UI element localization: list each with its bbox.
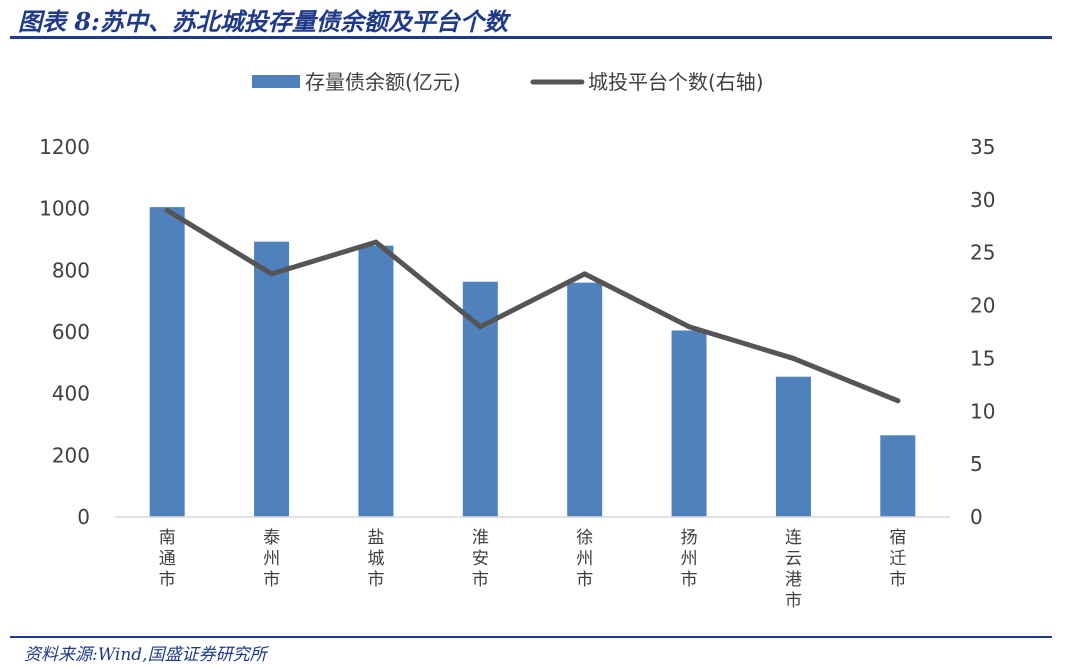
bar [358, 245, 394, 517]
line-point [895, 398, 901, 404]
left-y-axis: 0 200 400 600 800 1000 1200 [39, 135, 90, 529]
legend-line-label: 城投平台个数(右轴) [588, 70, 764, 94]
category-label: 扬州市 [681, 528, 698, 590]
right-tick-label: 35 [970, 135, 995, 159]
category-label: 徐州市 [576, 528, 593, 590]
right-tick-label: 5 [970, 452, 983, 476]
category-labels: 南通市 泰州市 盐城市 淮安市 徐州市 扬州市 连云港市 宿迁市 [159, 528, 907, 611]
line-point [790, 355, 796, 361]
line-point [269, 271, 275, 277]
source-note: 资料来源:Wind,国盛证券研究所 [24, 645, 267, 665]
bar-series [149, 207, 916, 518]
line-point [373, 239, 379, 245]
left-tick-label: 600 [52, 320, 90, 344]
right-tick-label: 30 [970, 188, 995, 212]
right-tick-label: 15 [970, 346, 995, 370]
line-series [164, 207, 901, 404]
platform-count-line [164, 207, 901, 404]
right-tick-label: 10 [970, 399, 995, 423]
line-point [582, 271, 588, 277]
left-tick-label: 800 [52, 258, 90, 282]
source-rule [10, 636, 1052, 638]
left-tick-label: 1200 [39, 135, 90, 159]
bar [149, 207, 185, 517]
left-tick-label: 200 [52, 443, 90, 467]
bar [775, 376, 811, 517]
legend-bar-swatch [252, 75, 300, 88]
bar [880, 435, 916, 517]
legend-bar-label: 存量债余额(亿元) [305, 70, 461, 94]
right-y-axis: 0 5 10 15 20 25 30 35 [970, 135, 995, 529]
left-tick-label: 1000 [39, 197, 90, 221]
figure-title: 图表 8:苏中、苏北城投存量债余额及平台个数 [18, 7, 508, 36]
category-label: 泰州市 [263, 528, 280, 590]
category-label: 连云港市 [785, 528, 802, 611]
category-label: 宿迁市 [889, 528, 906, 590]
right-tick-label: 25 [970, 241, 995, 265]
right-tick-label: 20 [970, 294, 995, 318]
left-tick-label: 0 [77, 505, 90, 529]
left-tick-label: 400 [52, 382, 90, 406]
bar [254, 241, 290, 518]
line-point [477, 324, 483, 330]
category-label: 南通市 [159, 528, 176, 590]
line-point [686, 324, 692, 330]
line-point [164, 207, 170, 213]
right-tick-label: 0 [970, 505, 983, 529]
bar [671, 330, 707, 517]
category-label: 盐城市 [367, 528, 384, 590]
category-label: 淮安市 [472, 528, 489, 590]
bar [567, 282, 603, 517]
title-rule [10, 36, 1052, 39]
legend: 存量债余额(亿元) 城投平台个数(右轴) [252, 70, 764, 94]
